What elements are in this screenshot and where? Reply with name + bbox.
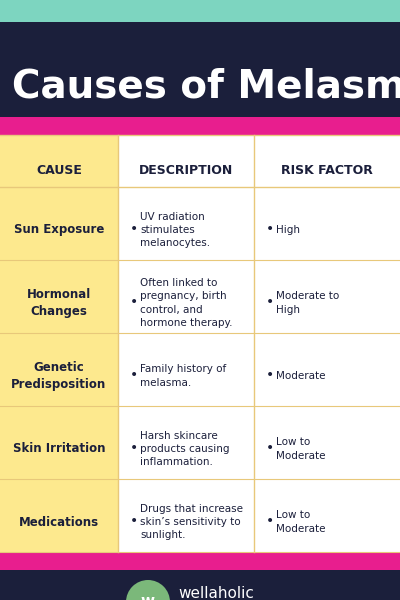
Text: High: High	[276, 225, 300, 235]
Text: Genetic
Predisposition: Genetic Predisposition	[11, 361, 107, 391]
Bar	[0, 570, 400, 600]
Text: wellaholic: wellaholic	[178, 587, 254, 600]
Bar	[0, 0, 400, 22]
Circle shape	[126, 580, 170, 600]
Text: DESCRIPTION: DESCRIPTION	[139, 163, 233, 176]
Text: UV radiation
stimulates
melanocytes.: UV radiation stimulates melanocytes.	[140, 212, 210, 248]
Text: •: •	[130, 222, 138, 236]
Text: Harsh skincare
products causing
inflammation.: Harsh skincare products causing inflamma…	[140, 431, 230, 467]
Text: •: •	[266, 514, 274, 528]
Text: Hormonal
Changes: Hormonal Changes	[27, 288, 91, 318]
Text: •: •	[130, 295, 138, 309]
Bar	[118, 135, 400, 552]
Text: Causes of Melasma: Causes of Melasma	[12, 68, 400, 106]
Text: •: •	[266, 368, 274, 382]
Bar	[0, 117, 400, 135]
Text: Drugs that increase
skin’s sensitivity to
sunlight.: Drugs that increase skin’s sensitivity t…	[140, 504, 243, 540]
Text: Family history of
melasma.: Family history of melasma.	[140, 364, 226, 388]
Text: RISK FACTOR: RISK FACTOR	[281, 163, 373, 176]
Text: Low to
Moderate: Low to Moderate	[276, 437, 326, 461]
Text: Medications: Medications	[19, 515, 99, 529]
Text: •: •	[266, 441, 274, 455]
Text: w: w	[141, 595, 155, 600]
Bar	[0, 22, 400, 117]
Bar	[0, 135, 400, 552]
Text: •: •	[130, 441, 138, 455]
Text: •: •	[266, 222, 274, 236]
Bar	[0, 552, 400, 570]
Text: Moderate: Moderate	[276, 371, 326, 381]
Text: CAUSE: CAUSE	[36, 163, 82, 176]
Text: Sun Exposure: Sun Exposure	[14, 223, 104, 236]
Text: Skin Irritation: Skin Irritation	[13, 443, 105, 455]
Text: •: •	[130, 368, 138, 382]
Text: •: •	[130, 514, 138, 528]
Text: •: •	[266, 295, 274, 309]
Text: Low to
Moderate: Low to Moderate	[276, 511, 326, 533]
Text: Often linked to
pregnancy, birth
control, and
hormone therapy.: Often linked to pregnancy, birth control…	[140, 278, 232, 328]
Text: Moderate to
High: Moderate to High	[276, 292, 339, 314]
